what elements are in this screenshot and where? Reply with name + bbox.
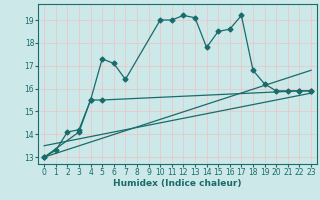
X-axis label: Humidex (Indice chaleur): Humidex (Indice chaleur) [113, 179, 242, 188]
